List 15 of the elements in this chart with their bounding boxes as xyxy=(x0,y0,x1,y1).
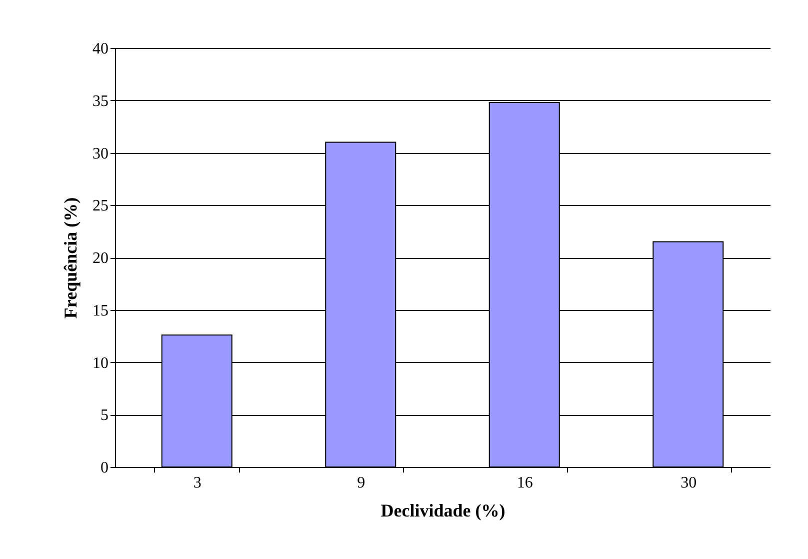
y-tick-label: 35 xyxy=(92,92,108,110)
x-tick-label: 30 xyxy=(680,474,697,492)
y-tick-label: 25 xyxy=(92,198,108,215)
y-tick-label: 10 xyxy=(92,354,108,372)
y-tick-label: 20 xyxy=(92,250,108,267)
y-tick-label: 5 xyxy=(100,407,108,424)
y-tick-label: 0 xyxy=(100,460,108,476)
x-axis-title: Declividade (%) xyxy=(380,500,506,520)
y-tick-label: 15 xyxy=(92,302,108,320)
y-tick-label: 40 xyxy=(92,40,108,58)
y-axis-title: Frequência (%) xyxy=(60,197,80,319)
x-tick-label: 9 xyxy=(357,474,366,492)
x-tick-label: 16 xyxy=(516,474,533,492)
x-tick-label: 3 xyxy=(193,474,202,492)
y-tick-label: 30 xyxy=(92,145,108,162)
